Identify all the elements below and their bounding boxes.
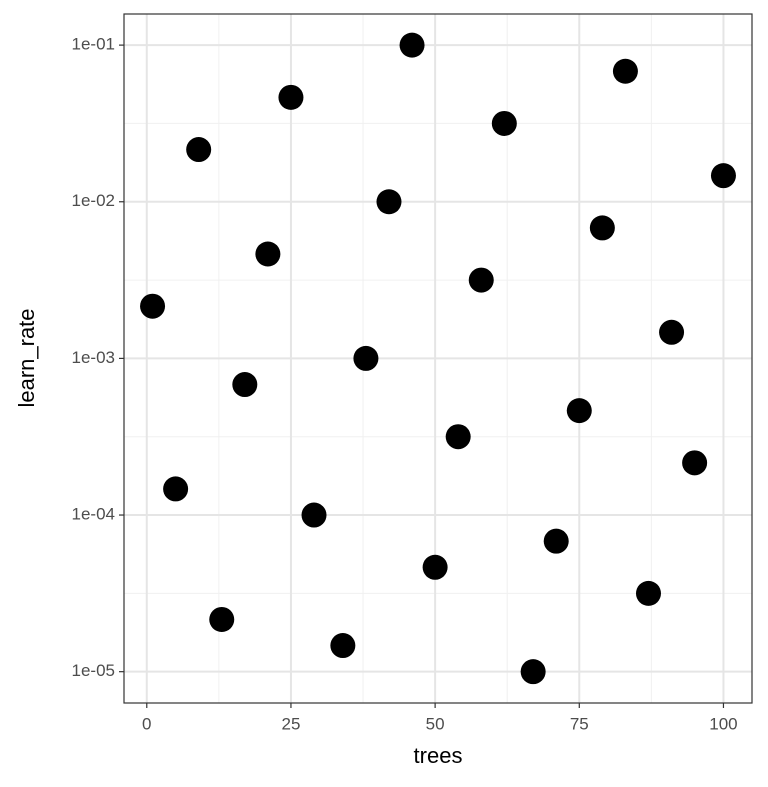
y-tick-label: 1e-05: [72, 661, 115, 680]
point: [232, 372, 258, 398]
point: [612, 58, 638, 84]
point: [255, 241, 281, 267]
y-tick-label: 1e-01: [72, 35, 115, 54]
y-tick-label: 1e-03: [72, 348, 115, 367]
point: [399, 32, 425, 58]
point: [682, 450, 708, 476]
point: [422, 554, 448, 580]
x-tick-label: 0: [142, 714, 151, 733]
point: [543, 528, 569, 554]
point: [468, 267, 494, 293]
x-tick-label: 75: [570, 714, 589, 733]
point: [163, 476, 189, 502]
point: [491, 110, 517, 136]
point: [209, 606, 235, 632]
point: [659, 319, 685, 345]
point: [566, 398, 592, 424]
x-tick-label: 100: [709, 714, 737, 733]
point: [635, 580, 661, 606]
x-tick-label: 50: [426, 714, 445, 733]
y-tick-label: 1e-04: [72, 505, 115, 524]
panel-border: [123, 13, 753, 704]
x-tick-label: 25: [281, 714, 300, 733]
point: [353, 345, 379, 371]
point: [301, 502, 327, 528]
point: [445, 424, 471, 450]
point: [376, 189, 402, 215]
point: [710, 163, 736, 189]
point: [330, 633, 356, 659]
point: [140, 293, 166, 319]
y-axis-title: learn_rate: [14, 308, 39, 407]
point: [589, 215, 615, 241]
point: [520, 659, 546, 685]
point: [278, 84, 304, 110]
y-tick-label: 1e-02: [72, 191, 115, 210]
x-axis-title: trees: [414, 743, 463, 768]
point: [186, 137, 212, 163]
